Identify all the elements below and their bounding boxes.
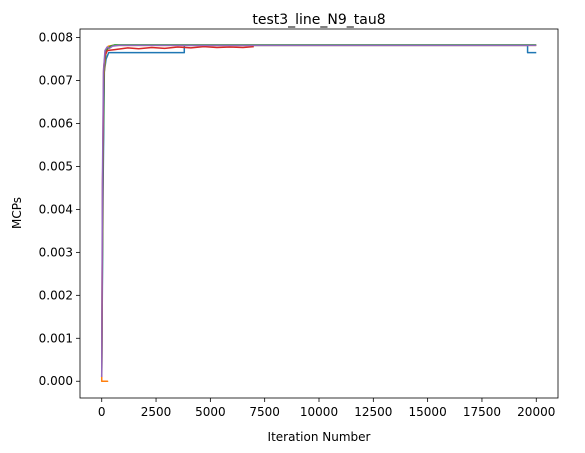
series-layer: [100, 44, 537, 382]
y-tick-label: 0.003: [39, 245, 73, 259]
x-tick-label: 10000: [300, 405, 338, 419]
series-line-5: [100, 44, 537, 377]
series-line-2: [100, 44, 537, 382]
x-tick-label: 5000: [195, 405, 226, 419]
y-tick-label: 0.008: [39, 31, 73, 45]
x-tick-label: 0: [98, 405, 106, 419]
y-axis: 0.000 0.001 0.002 0.003 0.004 0.005 0.006 0.007…: [39, 31, 80, 388]
x-tick-label: 2500: [141, 405, 172, 419]
x-tick-label: 20000: [517, 405, 555, 419]
y-tick-label: 0.007: [39, 74, 73, 88]
series-line-4: [100, 45, 254, 377]
series-line-3: [100, 44, 537, 377]
y-tick-label: 0.005: [39, 159, 73, 173]
y-axis-label: MCPs: [10, 197, 24, 229]
x-tick-label: 15000: [409, 405, 447, 419]
x-tick-label: 12500: [354, 405, 392, 419]
x-axis: 0 2500 5000 7500 10000 12500 15000 17500 20000: [98, 398, 555, 419]
y-tick-label: 0.004: [39, 202, 73, 216]
series-line-1: [100, 44, 537, 377]
x-tick-label: 7500: [249, 405, 280, 419]
x-axis-label: Iteration Number: [268, 430, 371, 444]
chart-title: test3_line_N9_tau8: [252, 12, 385, 28]
y-tick-label: 0.006: [39, 117, 73, 131]
x-tick-label: 17500: [463, 405, 501, 419]
y-tick-label: 0.002: [39, 288, 73, 302]
y-tick-label: 0.000: [39, 374, 73, 388]
y-tick-label: 0.001: [39, 331, 73, 345]
plot-frame: [79, 28, 559, 399]
